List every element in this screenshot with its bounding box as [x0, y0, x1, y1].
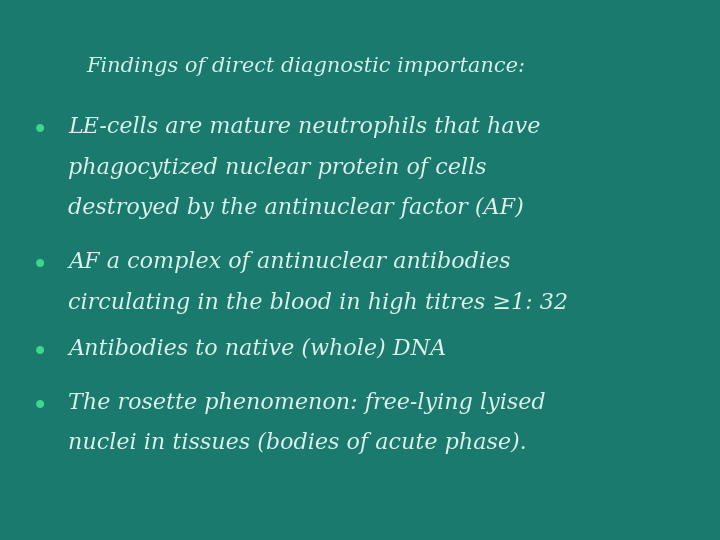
Text: circulating in the blood in high titres ≥1: 32: circulating in the blood in high titres … — [68, 292, 568, 314]
Text: •: • — [32, 338, 48, 366]
Text: •: • — [32, 392, 48, 420]
Text: The rosette phenomenon: free-lying lyised: The rosette phenomenon: free-lying lyise… — [68, 392, 546, 414]
Text: Findings of direct diagnostic importance:: Findings of direct diagnostic importance… — [86, 57, 526, 76]
Text: destroyed by the antinuclear factor (AF): destroyed by the antinuclear factor (AF) — [68, 197, 524, 219]
Text: phagocytized nuclear protein of cells: phagocytized nuclear protein of cells — [68, 157, 487, 179]
Text: nuclei in tissues (bodies of acute phase).: nuclei in tissues (bodies of acute phase… — [68, 432, 527, 454]
Text: AF a complex of antinuclear antibodies: AF a complex of antinuclear antibodies — [68, 251, 511, 273]
Text: •: • — [32, 251, 48, 279]
Text: LE-cells are mature neutrophils that have: LE-cells are mature neutrophils that hav… — [68, 116, 541, 138]
Text: Antibodies to native (whole) DNA: Antibodies to native (whole) DNA — [68, 338, 446, 360]
Text: •: • — [32, 116, 48, 144]
